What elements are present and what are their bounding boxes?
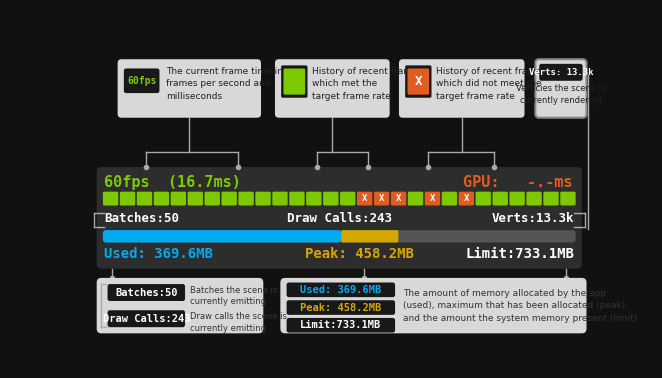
FancyBboxPatch shape <box>103 192 118 206</box>
Text: GPU:   -.-ms: GPU: -.-ms <box>463 175 573 190</box>
FancyBboxPatch shape <box>306 192 322 206</box>
FancyBboxPatch shape <box>275 59 390 118</box>
FancyBboxPatch shape <box>540 64 583 81</box>
FancyBboxPatch shape <box>289 192 305 206</box>
FancyBboxPatch shape <box>536 59 587 118</box>
Text: Batches the scene is
currently emitting: Batches the scene is currently emitting <box>190 286 277 307</box>
FancyBboxPatch shape <box>357 192 373 206</box>
FancyBboxPatch shape <box>107 310 185 327</box>
Text: Batches:50: Batches:50 <box>105 212 179 225</box>
FancyBboxPatch shape <box>408 68 429 94</box>
FancyBboxPatch shape <box>137 192 152 206</box>
Text: X: X <box>414 75 422 88</box>
FancyBboxPatch shape <box>408 192 423 206</box>
Text: Verts:13.3k: Verts:13.3k <box>492 212 574 225</box>
FancyBboxPatch shape <box>154 192 169 206</box>
Text: History of recent frames
which met the
target frame rate: History of recent frames which met the t… <box>312 67 422 101</box>
Text: Limit:733.1MB: Limit:733.1MB <box>300 320 381 330</box>
Text: X: X <box>430 194 435 203</box>
FancyBboxPatch shape <box>287 300 395 315</box>
Text: 60fps: 60fps <box>127 76 156 86</box>
FancyBboxPatch shape <box>493 192 508 206</box>
FancyBboxPatch shape <box>399 59 524 118</box>
FancyBboxPatch shape <box>405 65 432 98</box>
FancyBboxPatch shape <box>103 230 341 242</box>
Text: Used: 369.6MB: Used: 369.6MB <box>300 285 381 295</box>
FancyBboxPatch shape <box>171 192 186 206</box>
FancyBboxPatch shape <box>281 278 587 333</box>
Text: X: X <box>362 194 367 203</box>
Text: The amount of memory allocated by the app
(used), maximum that has been allocate: The amount of memory allocated by the ap… <box>402 289 637 323</box>
Text: Draw calls the scene is
currently emitting: Draw calls the scene is currently emitti… <box>190 312 287 333</box>
FancyBboxPatch shape <box>187 192 203 206</box>
FancyBboxPatch shape <box>287 282 395 297</box>
FancyBboxPatch shape <box>103 230 576 242</box>
Text: X: X <box>396 194 401 203</box>
FancyBboxPatch shape <box>475 192 491 206</box>
Text: Verts: 13.3k: Verts: 13.3k <box>529 68 593 77</box>
FancyBboxPatch shape <box>526 192 542 206</box>
Text: Verticies the scene is
currently rendering: Verticies the scene is currently renderi… <box>516 84 606 105</box>
FancyBboxPatch shape <box>510 192 525 206</box>
FancyBboxPatch shape <box>222 192 237 206</box>
Text: History of recent frames
which did not meet the
target frame rate: History of recent frames which did not m… <box>436 67 546 101</box>
Text: Peak: 458.2MB: Peak: 458.2MB <box>300 302 381 313</box>
FancyBboxPatch shape <box>323 192 338 206</box>
FancyBboxPatch shape <box>124 68 160 93</box>
FancyBboxPatch shape <box>283 68 305 94</box>
FancyBboxPatch shape <box>97 167 582 269</box>
FancyBboxPatch shape <box>107 284 185 301</box>
FancyBboxPatch shape <box>287 318 395 333</box>
Text: 60fps  (16.7ms): 60fps (16.7ms) <box>105 175 242 190</box>
Text: Draw Calls:243: Draw Calls:243 <box>287 212 392 225</box>
FancyBboxPatch shape <box>560 192 576 206</box>
FancyBboxPatch shape <box>118 59 261 118</box>
FancyBboxPatch shape <box>391 192 406 206</box>
Text: Limit:733.1MB: Limit:733.1MB <box>465 247 574 261</box>
FancyBboxPatch shape <box>544 192 559 206</box>
FancyBboxPatch shape <box>272 192 288 206</box>
FancyBboxPatch shape <box>238 192 254 206</box>
FancyBboxPatch shape <box>256 192 271 206</box>
Text: Peak: 458.2MB: Peak: 458.2MB <box>305 247 414 261</box>
FancyBboxPatch shape <box>442 192 457 206</box>
Text: X: X <box>379 194 385 203</box>
FancyBboxPatch shape <box>459 192 474 206</box>
FancyBboxPatch shape <box>374 192 389 206</box>
Text: X: X <box>463 194 469 203</box>
FancyBboxPatch shape <box>205 192 220 206</box>
FancyBboxPatch shape <box>341 230 399 242</box>
FancyBboxPatch shape <box>281 65 308 98</box>
FancyBboxPatch shape <box>97 278 263 333</box>
Text: Batches:50: Batches:50 <box>115 288 177 297</box>
FancyBboxPatch shape <box>425 192 440 206</box>
Text: The current frame time in
frames per second and
milliseconds: The current frame time in frames per sec… <box>166 67 283 101</box>
FancyBboxPatch shape <box>340 192 355 206</box>
Text: Used: 369.6MB: Used: 369.6MB <box>105 247 213 261</box>
Text: Draw Calls:243: Draw Calls:243 <box>103 314 190 324</box>
FancyBboxPatch shape <box>120 192 135 206</box>
